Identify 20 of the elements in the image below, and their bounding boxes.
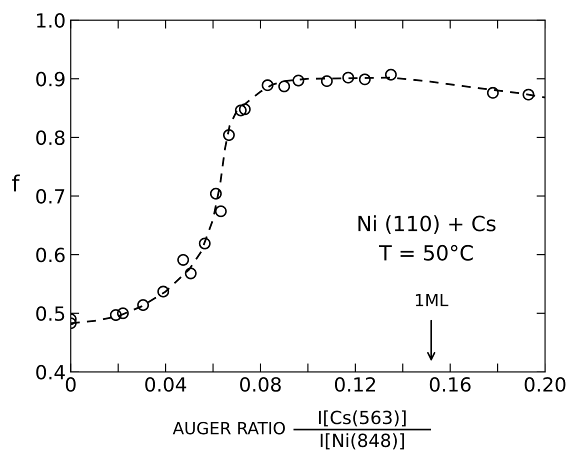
annotation: Ni (110) + Cs [358,215,496,234]
y-tick-label: 0.5 [36,306,64,321]
x-tick-label: 0.12 [334,377,376,392]
x-tick-label: 0.16 [430,377,471,392]
y-tick-label: 1.0 [37,13,65,28]
x-tick-label: 0.08 [240,377,281,392]
y-tick-label: 0.6 [36,248,65,262]
y-axis-title: f [12,174,20,192]
y-tick-label: 0.9 [36,72,65,86]
y-tick-label: 0.8 [36,130,65,146]
text: I[Cs(563)] [319,410,406,426]
text: I[Ni(848)] [320,433,404,450]
y-tick-label: 0.7 [36,188,64,204]
x-tick-label: 0 [66,377,76,392]
x-tick-label: 0.20 [524,377,566,392]
annotation: 1ML [416,294,448,306]
annotation: T = 50°C [378,244,473,261]
x-tick-label: 0.04 [145,377,186,392]
x-axis-title: AUGER RATIO [172,422,285,434]
y-tick-label: 0.4 [36,364,65,380]
